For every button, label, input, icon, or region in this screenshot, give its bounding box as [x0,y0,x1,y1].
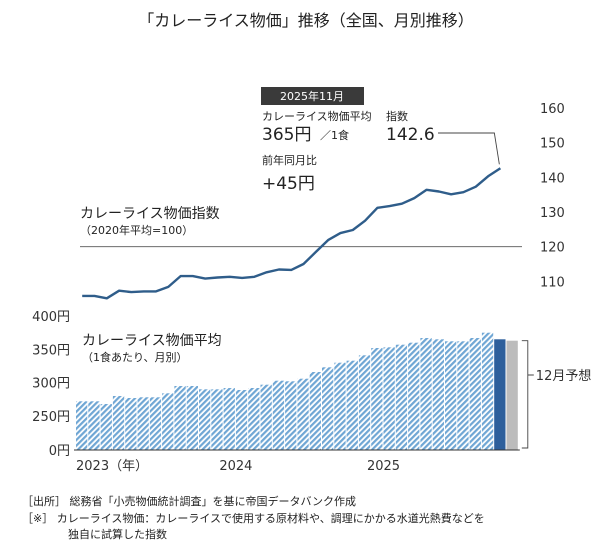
price-bar [346,360,358,450]
annotation-index-label: 指数 [386,109,408,123]
price-bar [334,362,346,450]
price-bar [445,341,457,450]
annotation-badge-text: 2025年11月 [280,89,344,103]
price-bar [420,338,432,450]
x-label-1: 2024 [219,459,252,474]
price-bar [297,378,309,450]
index-series-label: カレーライス物価指数 [80,206,220,222]
price-bar [199,389,211,450]
latest-annotation: 2025年11月 カレーライス物価平均 365円 ／1食 指数 142.6 前年… [261,87,500,194]
price-tick-350: 350円 [32,343,70,358]
index-series-line [82,167,502,300]
price-tick-300: 300円 [32,377,70,392]
price-chart: 0円 250円 300円 350円 400円 カレーライス物価平均 （1食あたり、月別）… [32,310,591,474]
price-series-note: （1食あたり、月別） [82,350,188,364]
annotation-leader-line [438,132,500,165]
price-bar [112,396,125,450]
price-bar [100,404,112,450]
annotation-price-label: カレーライス物価平均 [262,109,372,123]
index-tick-140: 140 [540,171,565,186]
price-bar [88,401,100,450]
index-chart: 110 120 130 140 150 160 カレーライス物価指数 （2020年平均=1… [80,102,565,300]
price-bar [76,401,88,450]
annotation-price-unit: ／1食 [320,128,349,142]
price-series-label: カレーライス物価平均 [82,333,222,349]
price-bar [395,344,408,450]
annotation-yoy-label: 前年同月比 [262,153,317,167]
price-bar [358,355,371,450]
price-bar [149,397,162,450]
chart-title: 「カレーライス物価」推移（全国、月別推移） [138,11,474,30]
price-bar [186,386,198,450]
price-bar [272,380,285,450]
price-bar [162,393,174,450]
x-label-2: 2025 [367,459,400,474]
price-bar [481,332,494,450]
index-tick-120: 120 [540,241,565,256]
price-bar [235,390,248,450]
price-bar [322,367,334,450]
price-bar [457,341,469,450]
price-bar-latest [494,339,506,450]
price-tick-0: 0円 [49,444,70,459]
annotation-badge [261,87,364,105]
annotation-index-value: 142.6 [386,125,435,145]
index-tick-130: 130 [540,206,565,221]
price-bar [383,347,395,450]
index-series-note: （2020年平均=100） [80,223,193,237]
price-bar [211,389,223,450]
forecast-label: 12月予想 [536,368,592,384]
price-bar [223,388,235,450]
price-tick-250: 250円 [32,410,70,425]
price-bar [260,384,272,450]
price-bar [309,372,321,450]
price-bar [371,348,383,450]
price-bar [285,381,297,450]
price-bar [248,388,260,450]
annotation-price-value: 365円 [262,125,311,145]
price-bar [432,339,444,450]
index-tick-160: 160 [540,102,565,117]
price-bar [137,397,149,450]
price-bar-forecast [506,340,518,450]
price-tick-400: 400円 [32,310,70,325]
footnote-note-line1: ［※］ カレーライス物価：カレーライスで使用する原材料や、調理にかかる水道光熱費… [22,511,485,525]
annotation-yoy-value: +45円 [262,174,315,194]
footnote-note-line2: 独自に試算した指数 [68,527,167,541]
index-tick-150: 150 [540,137,565,152]
footnote-source: ［出所］ 総務省「小売物価統計調査」を基に帝国データバンク作成 [22,494,356,508]
price-bar [174,386,186,450]
forecast-bracket [521,340,534,449]
price-bar [408,342,420,450]
price-bar [469,338,481,450]
x-label-0: 2023（年） [76,459,148,474]
index-tick-110: 110 [540,275,565,290]
price-bar [125,398,137,450]
